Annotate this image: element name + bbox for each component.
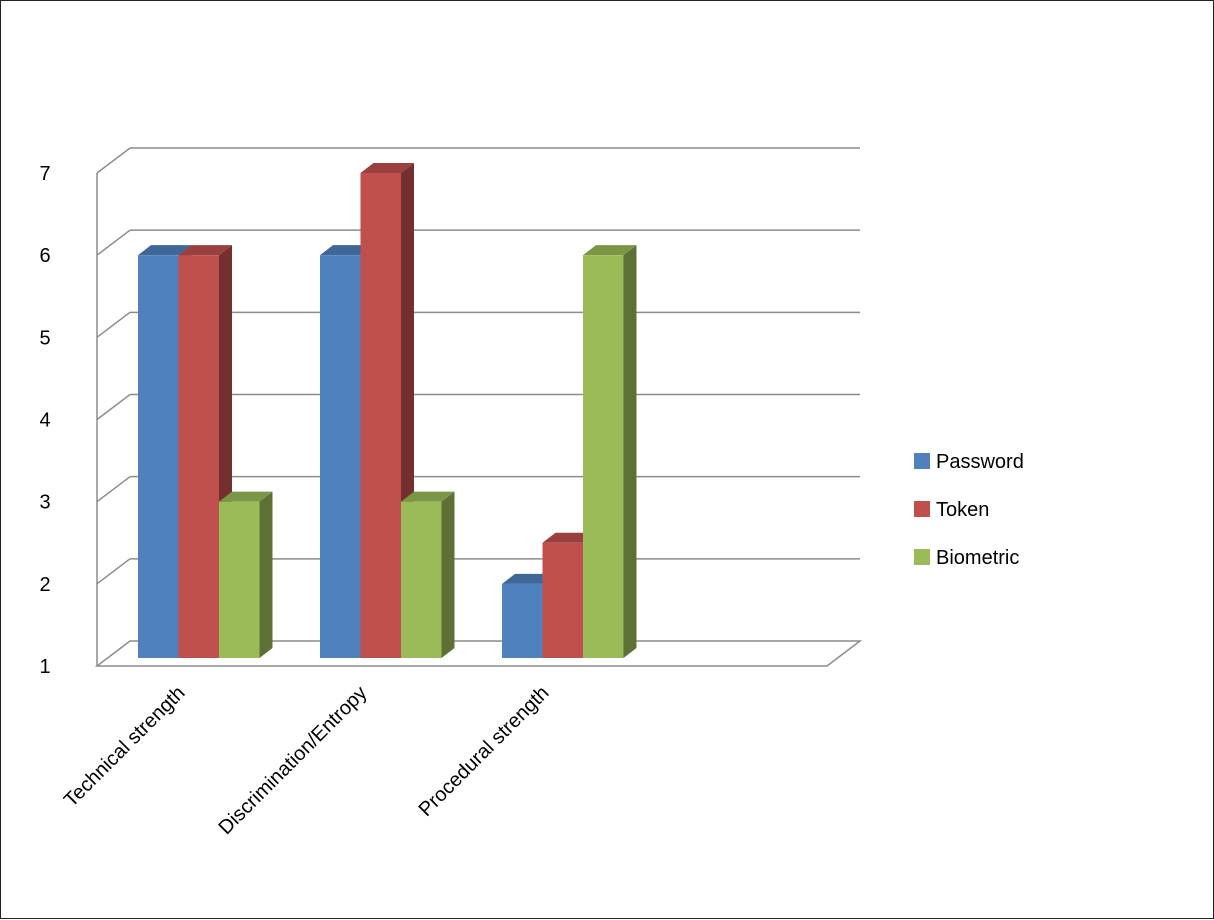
bar-biometric-0 xyxy=(219,501,260,658)
bar-token-1 xyxy=(360,173,401,658)
bar-top xyxy=(178,245,232,256)
y-tick-label: 5 xyxy=(39,327,50,349)
legend-swatch-biometric xyxy=(914,549,930,565)
legend-swatch-password xyxy=(914,453,930,469)
bar-biometric-2 xyxy=(583,255,624,658)
bar-top xyxy=(502,573,556,584)
legend-label-token: Token xyxy=(936,499,989,521)
bar-biometric-1 xyxy=(401,501,442,658)
bar-top xyxy=(360,163,414,173)
bar-top xyxy=(138,245,192,256)
bar-password-0 xyxy=(138,255,179,658)
y-tick-label: 6 xyxy=(39,245,50,267)
y-tick-label: 4 xyxy=(39,410,50,432)
chart-floor xyxy=(94,640,863,667)
x-category-label: Technical strength xyxy=(60,682,190,812)
y-tick-label: 3 xyxy=(39,492,50,514)
bar-password-1 xyxy=(320,255,361,658)
bar-top xyxy=(320,245,374,256)
gridline-depth xyxy=(96,393,131,421)
x-category-label: Discrimination/Entropy xyxy=(215,682,372,839)
bar-top xyxy=(219,491,273,502)
bar-token-2 xyxy=(542,542,583,658)
bar-top xyxy=(583,245,637,256)
gridline-depth xyxy=(96,147,131,174)
bar-side xyxy=(441,491,455,658)
gridline-depth xyxy=(96,311,131,338)
legend-label-password: Password xyxy=(936,451,1024,473)
bar-password-2 xyxy=(502,583,543,658)
y-tick-label: 7 xyxy=(39,163,50,185)
gridline-depth xyxy=(96,229,131,256)
y-tick-label: 2 xyxy=(39,574,50,596)
legend-label-biometric: Biometric xyxy=(936,547,1019,569)
legend-swatch-token xyxy=(914,501,930,517)
gridline-depth xyxy=(96,476,131,503)
bar-top xyxy=(401,491,455,502)
x-category-label: Procedural strength xyxy=(415,682,554,821)
bar-token-0 xyxy=(178,255,219,658)
bar-top xyxy=(542,532,596,543)
gridline-depth xyxy=(96,558,131,585)
bar-side xyxy=(623,245,637,658)
y-tick-label: 1 xyxy=(39,656,50,678)
bar-side xyxy=(259,491,273,658)
